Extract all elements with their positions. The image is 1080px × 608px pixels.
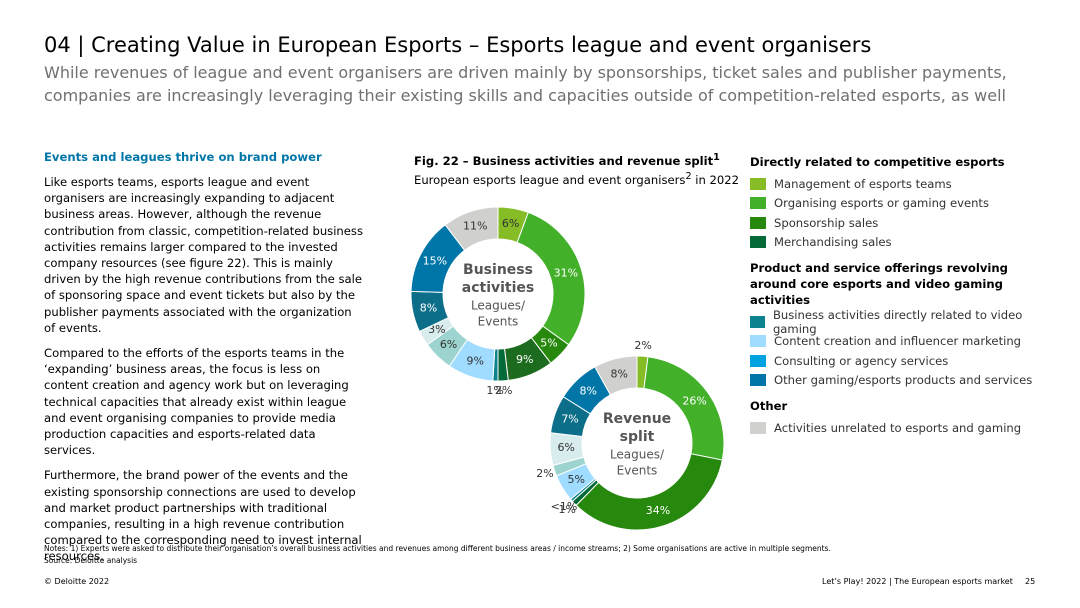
legend-item: Management of esports teams (750, 174, 1050, 194)
data-label: 5% (568, 473, 585, 486)
center-title: Business (463, 262, 533, 278)
legend-swatch (750, 236, 766, 249)
legend-heading: Directly related to competitive esports (750, 155, 1005, 169)
legend-label: Other gaming/esports products and servic… (774, 373, 1033, 388)
center-subtitle: Leagues/ (471, 299, 526, 313)
data-label: 31% (554, 266, 578, 279)
legend-heading: Other (750, 399, 788, 413)
legend-swatch (750, 421, 766, 434)
legend-swatch (750, 354, 766, 367)
subtitle: While revenues of league and event organ… (44, 63, 1007, 105)
donut-segment (444, 206, 499, 251)
donut-segment (643, 356, 725, 461)
data-label: 8% (611, 367, 628, 380)
figure-caption: Fig. 22 – Business activities and revenu… (414, 150, 739, 188)
data-label: 11% (463, 220, 487, 233)
legend-label: Management of esports teams (774, 176, 952, 191)
legend-label: Business activities directly related to … (772, 307, 1023, 336)
center-subtitle: Leagues/ (610, 448, 665, 462)
legend-item: Activities unrelated to esports and gami… (750, 418, 1050, 438)
data-label: 8% (420, 302, 437, 315)
data-label: 1% (558, 503, 575, 516)
data-label: 5% (540, 336, 557, 349)
footer-left: © Deloitte 2022 (44, 577, 110, 586)
data-label: 2% (634, 339, 651, 352)
notes: Notes: 1) Experts were asked to distribu… (44, 543, 831, 567)
legend-swatch (750, 197, 766, 210)
footer-right: Let’s Play! 2022 | The European esports … (822, 577, 1013, 586)
data-label: 2% (495, 384, 512, 397)
note: Notes: 1) Experts were asked to distribu… (44, 544, 831, 553)
paragraph: Furthermore, the brand power of the even… (44, 468, 362, 564)
donut-segment (575, 453, 723, 531)
legend-item: Organising esports or gaming events (750, 194, 1050, 214)
legend: Directly related to competitive esports M… (750, 146, 1050, 438)
legend-item: Merchandising sales (750, 233, 1050, 253)
fig-title: Fig. 22 – Business activities and revenu… (414, 153, 714, 168)
fig-subtitle: European esports league and event organi… (414, 172, 686, 187)
legend-label: Consulting or agency services (774, 353, 949, 368)
legend-label: Activities unrelated to esports and gami… (774, 420, 1022, 435)
legend-swatch (750, 374, 766, 387)
fig-sup: 2 (685, 170, 692, 182)
data-label: 34% (646, 504, 670, 517)
legend-item: Sponsorship sales (750, 213, 1050, 233)
legend-item: Content creation and influencer marketin… (750, 332, 1050, 352)
data-label: 8% (579, 384, 596, 397)
note: Source: Deloitte analysis (44, 556, 138, 565)
data-label: 1% (486, 384, 503, 397)
legend-label: Content creation and influencer marketin… (774, 334, 1022, 349)
data-label: 9% (516, 353, 533, 366)
data-label: 6% (502, 217, 519, 230)
legend-label: Sponsorship sales (774, 215, 879, 230)
legend-heading: Product and service offerings revolving … (750, 261, 1008, 307)
legend-label: Merchandising sales (774, 235, 892, 250)
title: 04 | Creating Value in European Esports … (44, 33, 872, 57)
data-label: 9% (467, 354, 484, 367)
data-label: 3% (428, 323, 445, 336)
data-label: 15% (423, 255, 447, 268)
legend-item: Consulting or agency services (750, 351, 1050, 371)
center-title: Revenue (603, 411, 671, 427)
data-label: 2% (536, 467, 553, 480)
page-number: 25 (1025, 577, 1036, 586)
legend-swatch (750, 315, 765, 328)
legend-item: Business activities directly related to … (750, 308, 1050, 336)
center-title: activities (462, 280, 534, 296)
data-label: 6% (440, 338, 457, 351)
center-subtitle: Events (617, 464, 658, 478)
body-heading: Events and leagues thrive on brand power (44, 150, 322, 164)
data-label: 7% (561, 412, 578, 425)
legend-swatch (750, 216, 766, 229)
charts: 6%31%5%9%2%1%9%6%3%8%15%11%Businessactiv… (410, 206, 725, 531)
body: Events and leagues thrive on brand power… (44, 150, 364, 574)
legend-item: Other gaming/esports products and servic… (750, 371, 1050, 391)
data-label: 6% (557, 441, 574, 454)
center-title: split (620, 429, 655, 445)
paragraph: Like esports teams, esports league and e… (44, 175, 363, 335)
fig-subtitle: in 2022 (691, 172, 740, 187)
legend-label: Organising esports or gaming events (774, 196, 990, 211)
legend-swatch (750, 335, 766, 348)
donut-segment (594, 355, 638, 396)
legend-swatch (750, 177, 766, 190)
center-subtitle: Events (478, 315, 519, 329)
paragraph: Compared to the efforts of the esports t… (44, 346, 349, 458)
data-label: 26% (682, 395, 706, 408)
data-label: <1% (551, 500, 578, 513)
fig-sup: 1 (713, 152, 720, 163)
